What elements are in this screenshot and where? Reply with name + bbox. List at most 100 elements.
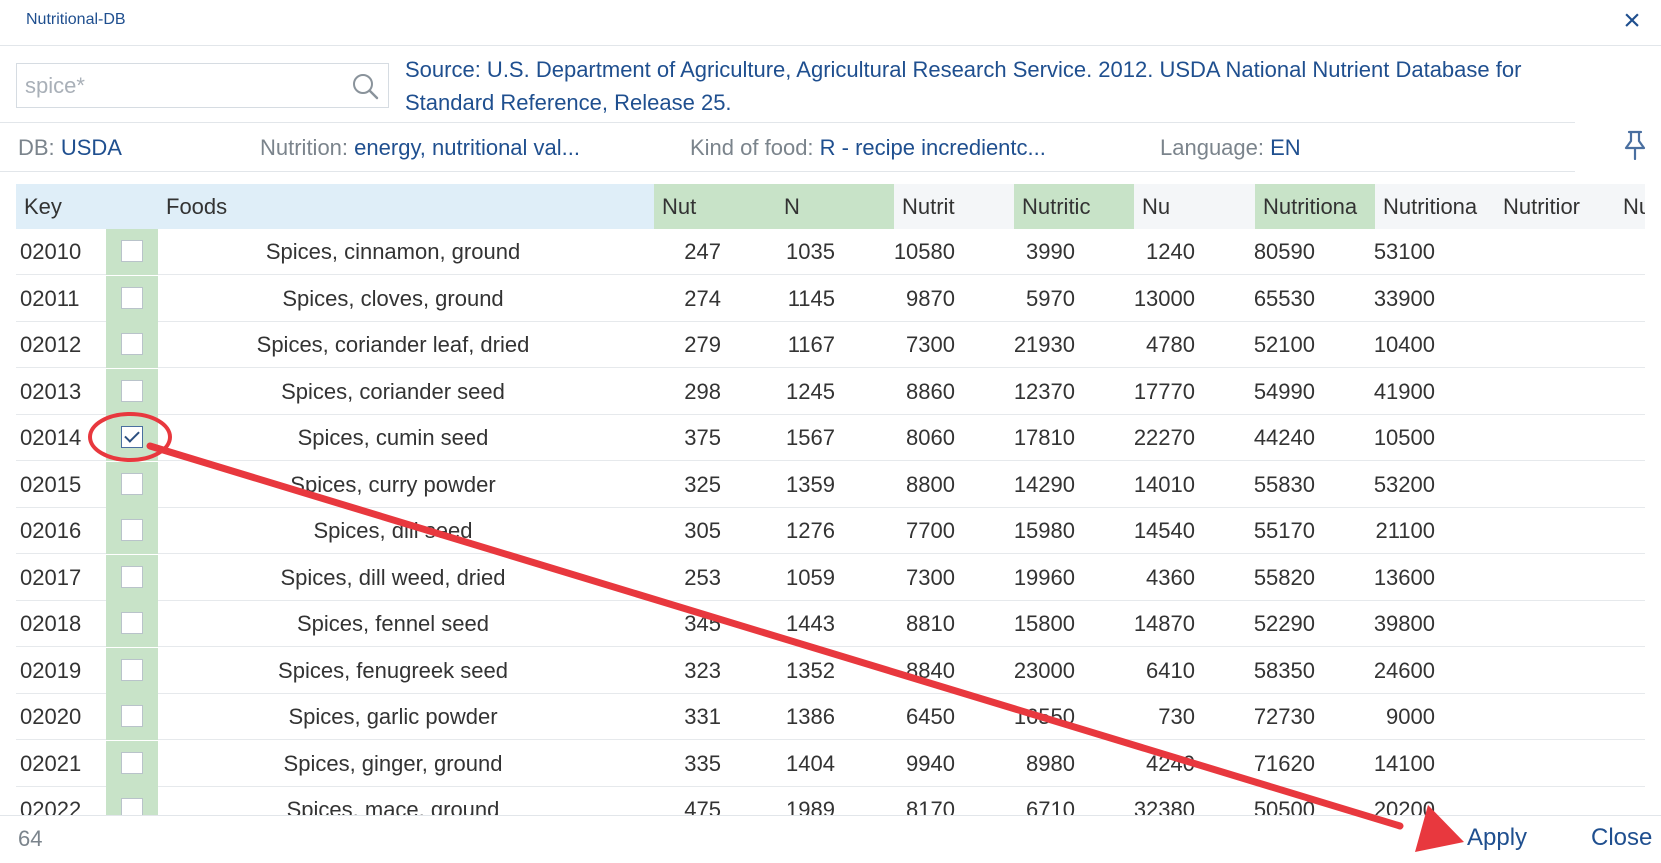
table-row[interactable]: 02022 Spices, mace, ground 475 1989 8170 6710… [16, 787, 1645, 815]
row-food-name: Spices, curry powder [290, 471, 496, 497]
footer: 64 Apply Close [0, 815, 1661, 863]
row-nutrient-value: 10580 [893, 239, 955, 264]
db-filter[interactable]: DB: USDA [18, 135, 122, 161]
table-row[interactable]: 02016 Spices, dill seed 305 1276 7700 15980 14… [16, 508, 1645, 554]
row-checkbox[interactable] [121, 519, 143, 541]
row-nutrient-value: 274 [684, 285, 721, 311]
header-nutrition-5[interactable]: Nu [1134, 184, 1255, 229]
row-checkbox[interactable] [121, 379, 143, 402]
row-checkbox[interactable] [121, 333, 143, 355]
row-checkbox[interactable] [121, 565, 143, 588]
row-checkbox[interactable] [121, 426, 143, 448]
row-nutrient-value: 3990 [1026, 239, 1075, 264]
close-button[interactable]: Close [1591, 824, 1653, 851]
apply-button[interactable]: Apply [1467, 824, 1528, 851]
table-row[interactable]: 02019 Spices, fenugreek seed 323 1352 8840 23… [16, 647, 1645, 694]
language-label: Language: [1160, 135, 1264, 160]
row-checkbox-cell [106, 508, 158, 554]
row-nutrient-value: 13000 [1133, 285, 1195, 311]
row-nutrient-value: 15980 [1013, 518, 1075, 543]
header-foods[interactable]: Foods [158, 184, 654, 229]
language-filter[interactable]: Language: EN [1160, 135, 1301, 161]
table-row[interactable]: 02021 Spices, ginger, ground 335 1404 9940 89… [16, 740, 1645, 787]
row-checkbox[interactable] [121, 658, 143, 681]
row-nutrient-value: 23000 [1013, 657, 1075, 683]
row-nutrient-value: 53200 [1373, 471, 1435, 497]
row-nutrient-value: 14100 [1373, 750, 1435, 776]
kind-of-food-label: Kind of food: [690, 135, 814, 160]
row-key: 02012 [20, 332, 82, 357]
header-nutrition-2[interactable]: N [774, 184, 894, 229]
table-row[interactable]: 02013 Spices, coriander seed 298 1245 8860 12… [16, 368, 1645, 415]
header-nutrition-4[interactable]: Nutritic [1014, 184, 1134, 229]
header-nutrition-7[interactable]: Nutritiona [1375, 184, 1495, 229]
row-key: 02022 [20, 797, 82, 815]
search-input[interactable] [25, 69, 345, 103]
header-nutrition-9[interactable]: Nut [1615, 184, 1645, 229]
row-key: 02019 [20, 657, 82, 683]
row-checkbox[interactable] [121, 472, 143, 495]
foods-table: Key Foods Nut N Nutrit Nutritic Nu Nutri… [16, 184, 1645, 815]
language-value[interactable]: EN [1270, 135, 1301, 160]
search-box[interactable] [16, 63, 389, 108]
row-nutrient-value: 8980 [1026, 750, 1075, 776]
pin-icon[interactable] [1622, 130, 1648, 160]
table-row[interactable]: 02017 Spices, dill weed, dried 253 1059 7300… [16, 554, 1645, 601]
row-nutrient-value: 1359 [786, 471, 835, 497]
header-nutrition-3[interactable]: Nutrit [894, 184, 1014, 229]
header-key[interactable]: Key [16, 184, 158, 229]
row-nutrient-value: 9000 [1386, 704, 1435, 729]
search-icon[interactable] [350, 71, 380, 101]
row-checkbox[interactable] [121, 751, 143, 774]
row-checkbox[interactable] [121, 240, 143, 262]
row-checkbox[interactable] [121, 286, 143, 309]
table-row[interactable]: 02015 Spices, curry powder 325 1359 8800 1429… [16, 461, 1645, 508]
row-nutrient-value: 44240 [1253, 425, 1315, 450]
db-value[interactable]: USDA [60, 135, 122, 160]
row-key: 02017 [20, 564, 82, 590]
header-nutrition-6[interactable]: Nutritiona [1255, 184, 1375, 229]
row-nutrient-value: 8860 [906, 378, 955, 404]
header-nutrition-1[interactable]: Nut [654, 184, 774, 229]
table-row[interactable]: 02011 Spices, cloves, ground 274 1145 9870 59… [16, 275, 1645, 322]
row-nutrient-value: 7300 [906, 332, 955, 357]
row-checkbox[interactable] [121, 798, 143, 815]
table-row[interactable]: 02020 Spices, garlic powder 331 1386 6450 165… [16, 694, 1645, 740]
row-nutrient-value: 331 [684, 704, 721, 729]
table-row[interactable]: 02014 Spices, cumin seed 375 1567 8060 17810 2… [16, 415, 1645, 461]
row-checkbox[interactable] [121, 612, 143, 634]
row-checkbox-cell [106, 787, 158, 815]
row-nutrient-value: 71620 [1253, 750, 1315, 776]
row-nutrient-value: 8840 [906, 657, 955, 683]
row-nutrient-value: 52290 [1253, 611, 1315, 636]
row-nutrient-value: 305 [684, 518, 721, 543]
close-icon[interactable]: × [1623, 4, 1641, 37]
row-nutrient-value: 6710 [1026, 797, 1075, 815]
nutrition-filter[interactable]: Nutrition: energy, nutritional val... [260, 135, 580, 161]
nutrition-label: Nutrition: [260, 135, 349, 160]
row-nutrient-value: 325 [684, 471, 721, 497]
row-checkbox[interactable] [121, 705, 143, 727]
row-nutrient-value: 1167 [787, 332, 835, 357]
header-nutrition-8[interactable]: Nutritior [1495, 184, 1615, 229]
row-checkbox-cell [106, 461, 158, 508]
row-nutrient-value: 345 [684, 611, 721, 636]
row-nutrient-value: 52100 [1253, 332, 1315, 357]
row-food-name: Spices, ginger, ground [283, 750, 503, 776]
row-nutrient-value: 24600 [1373, 657, 1435, 683]
row-nutrient-value: 4240 [1146, 750, 1195, 776]
table-row[interactable]: 02012 Spices, coriander leaf, dried 279 116… [16, 322, 1645, 368]
row-nutrient-value: 7300 [906, 564, 955, 590]
row-checkbox-cell [106, 694, 158, 740]
table-row[interactable]: 02010 Spices, cinnamon, ground 247 1035 1058… [16, 229, 1645, 275]
row-nutrient-value: 730 [1158, 704, 1195, 729]
row-checkbox-cell [106, 368, 158, 415]
result-count: 64 [18, 826, 43, 851]
table-row[interactable]: 02018 Spices, fennel seed 345 1443 8810 15800… [16, 601, 1645, 647]
kind-of-food-filter[interactable]: Kind of food: R - recipe incredientc... [690, 135, 1046, 161]
nutrition-value[interactable]: energy, nutritional val... [354, 135, 580, 160]
row-nutrient-value: 323 [684, 657, 721, 683]
row-nutrient-value: 55820 [1253, 564, 1315, 590]
row-nutrient-value: 72730 [1253, 704, 1315, 729]
kind-of-food-value[interactable]: R - recipe incredientc... [819, 135, 1046, 160]
